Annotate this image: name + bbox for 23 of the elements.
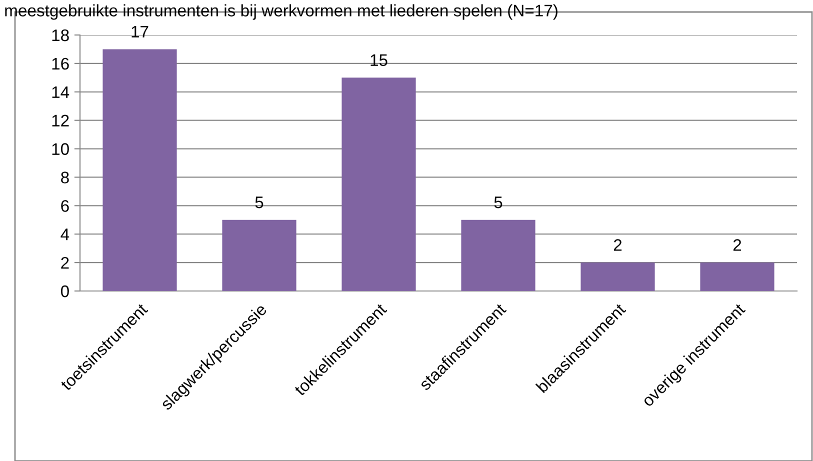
y-tick-label: 4 (60, 228, 70, 240)
y-tick-label: 16 (52, 58, 69, 70)
y-tick-label: 12 (52, 114, 69, 126)
bar (700, 262, 774, 291)
y-tick-label: 2 (61, 256, 69, 269)
y-tick-label: 0 (60, 285, 69, 298)
bar (102, 49, 177, 291)
chart-title: meestgebruikte instrumenten is bij werkvormen met liederen spelen (N=17) (5, 4, 558, 20)
y-tick-label: 6 (61, 200, 69, 212)
y-tick-label: 10 (52, 143, 69, 155)
data-label: 2 (614, 239, 622, 251)
bar (580, 262, 655, 291)
data-label: 2 (733, 239, 742, 251)
data-label: 15 (370, 54, 388, 66)
y-tick-label: 18 (52, 29, 69, 42)
bar (222, 220, 296, 291)
data-label: 17 (132, 26, 148, 38)
y-tick-label: 8 (61, 172, 69, 184)
bar (461, 220, 536, 291)
data-label: 5 (255, 196, 264, 208)
data-label: 5 (494, 196, 502, 208)
bar (342, 78, 416, 291)
y-tick-label: 14 (52, 86, 70, 98)
